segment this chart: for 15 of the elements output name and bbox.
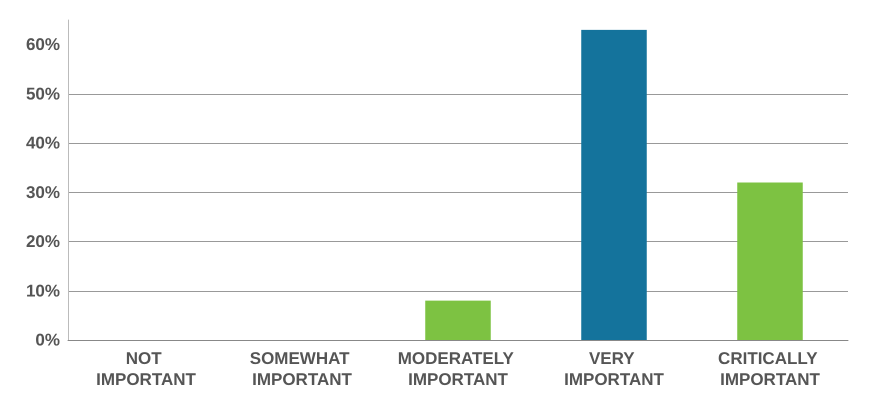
- x-tick-label: SOMEWHAT IMPORTANT: [250, 349, 354, 389]
- y-tick-label: 0%: [35, 330, 60, 350]
- y-tick-label: 60%: [26, 35, 60, 54]
- x-tick-label: NOT IMPORTANT: [96, 349, 196, 389]
- y-tick-label: 40%: [26, 134, 60, 153]
- x-tick-label: VERY IMPORTANT: [564, 349, 664, 389]
- x-tick-label: CRITICALLY IMPORTANT: [718, 349, 822, 389]
- bar: [581, 30, 647, 340]
- y-tick-label: 20%: [26, 232, 60, 252]
- bar: [425, 300, 491, 340]
- x-tick-label: MODERATELY IMPORTANT: [398, 349, 518, 389]
- y-tick-label: 50%: [26, 84, 60, 104]
- bar: [737, 182, 803, 340]
- y-tick-label: 10%: [26, 281, 60, 300]
- y-tick-label: 30%: [26, 182, 60, 202]
